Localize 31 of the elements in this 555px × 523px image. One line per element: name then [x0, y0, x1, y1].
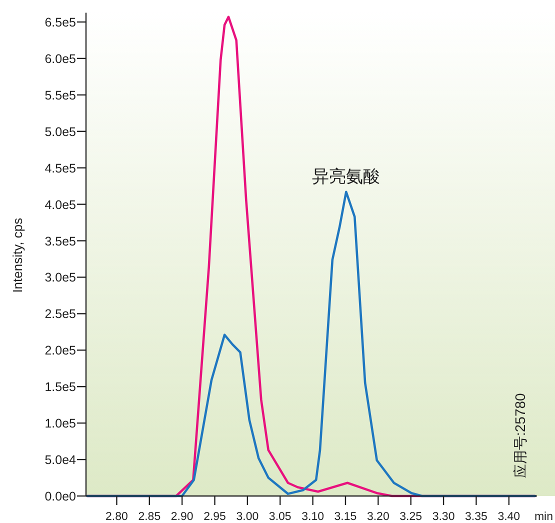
- y-tick-label: 3.5e5: [44, 234, 76, 248]
- x-tick-label: 2.95: [204, 511, 226, 523]
- x-tick-label: 3.15: [334, 511, 357, 523]
- y-tick-label: 4.5e5: [44, 161, 76, 176]
- y-tick-label: 3.0e5: [44, 270, 76, 285]
- y-tick-label: 4.0e5: [44, 198, 76, 212]
- x-tick-label: 3.00: [236, 511, 259, 523]
- x-axis-title: min: [534, 511, 553, 523]
- y-tick-label: 2.5e5: [44, 307, 76, 322]
- y-tick-label: 1.0e5: [44, 416, 76, 431]
- x-tick-label: 3.05: [268, 511, 292, 523]
- x-tick-label: 2.85: [138, 511, 161, 523]
- y-tick-label: 5.0e5: [44, 124, 76, 139]
- y-axis-title: Intensity, cps: [10, 217, 25, 293]
- annotation: 应用号:25780: [512, 392, 528, 478]
- x-tick-label: 2.80: [106, 511, 128, 523]
- annotation: 异亮氨酸: [312, 167, 380, 186]
- y-tick-label: 5.0e4: [44, 453, 76, 468]
- y-tick-label: 1.5e5: [44, 380, 76, 394]
- y-tick-label: 6.5e5: [44, 15, 76, 30]
- x-tick-label: 3.20: [366, 511, 390, 523]
- x-tick-label: 2.90: [170, 511, 194, 523]
- x-tick-label: 3.25: [400, 511, 422, 523]
- x-tick-label: 3.30: [432, 511, 455, 523]
- y-tick-label: 5.5e5: [44, 88, 76, 102]
- y-tick-label: 2.0e5: [44, 344, 76, 358]
- x-tick-label: 3.40: [498, 511, 520, 523]
- x-tick-label: 3.35: [465, 511, 488, 523]
- y-tick-label: 0.0e0: [44, 490, 76, 504]
- x-tick-label: 3.10: [302, 511, 324, 523]
- y-tick-label: 6.0e5: [44, 52, 76, 66]
